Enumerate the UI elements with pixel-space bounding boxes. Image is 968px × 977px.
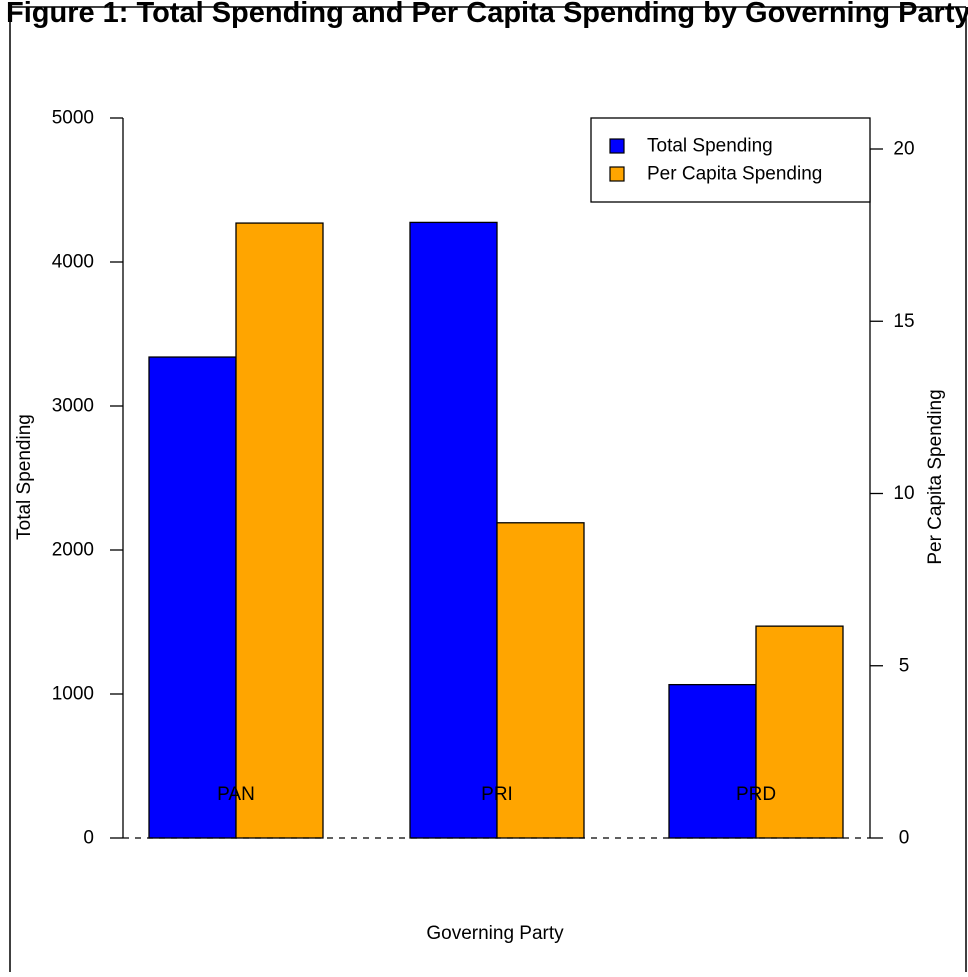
legend-label-per-capita-spending: Per Capita Spending — [647, 164, 822, 185]
left-tick-label: 0 — [83, 828, 94, 849]
bar-prd-total-spending — [668, 683, 757, 839]
bar-pan-total-spending — [148, 356, 237, 839]
y-axis-label: Total Spending — [14, 414, 35, 540]
left-axis: 0 1000 2000 3000 4000 5000 — [52, 108, 124, 849]
x-tick-label-prd: PRD — [736, 784, 776, 805]
right-tick-label: 20 — [893, 139, 914, 160]
left-tick-label: 4000 — [52, 252, 94, 273]
left-tick-label: 3000 — [52, 396, 94, 417]
right-tick-label: 10 — [893, 483, 914, 504]
bar-pan-per-capita-spending — [235, 222, 324, 839]
legend: Total Spending Per Capita Spending — [590, 117, 871, 203]
chart-title: Figure 1: Total Spending and Per Capita … — [6, 0, 968, 29]
right-axis: 0 5 10 15 20 — [869, 139, 915, 849]
x-tick-label-pri: PRI — [481, 784, 513, 805]
x-tick-label-pan: PAN — [217, 784, 255, 805]
left-tick-label: 5000 — [52, 108, 94, 129]
legend-label-total-spending: Total Spending — [647, 136, 773, 157]
y-axis-right-label: Per Capita Spending — [925, 389, 946, 564]
bar-pri-per-capita-spending — [496, 522, 585, 839]
bars — [148, 221, 844, 839]
right-tick-label: 0 — [899, 828, 910, 849]
bar-pri-total-spending — [409, 221, 498, 839]
legend-swatch-total-spending — [609, 138, 625, 154]
right-tick-label: 15 — [893, 311, 914, 332]
bar-prd-per-capita-spending — [755, 625, 844, 839]
legend-box — [590, 117, 871, 203]
right-tick-label: 5 — [899, 655, 910, 676]
x-axis-label: Governing Party — [426, 923, 564, 944]
legend-swatch-per-capita-spending — [609, 166, 625, 182]
x-axis-labels: PAN PRI PRD — [217, 784, 776, 805]
left-tick-label: 2000 — [52, 540, 94, 561]
left-tick-label: 1000 — [52, 684, 94, 705]
